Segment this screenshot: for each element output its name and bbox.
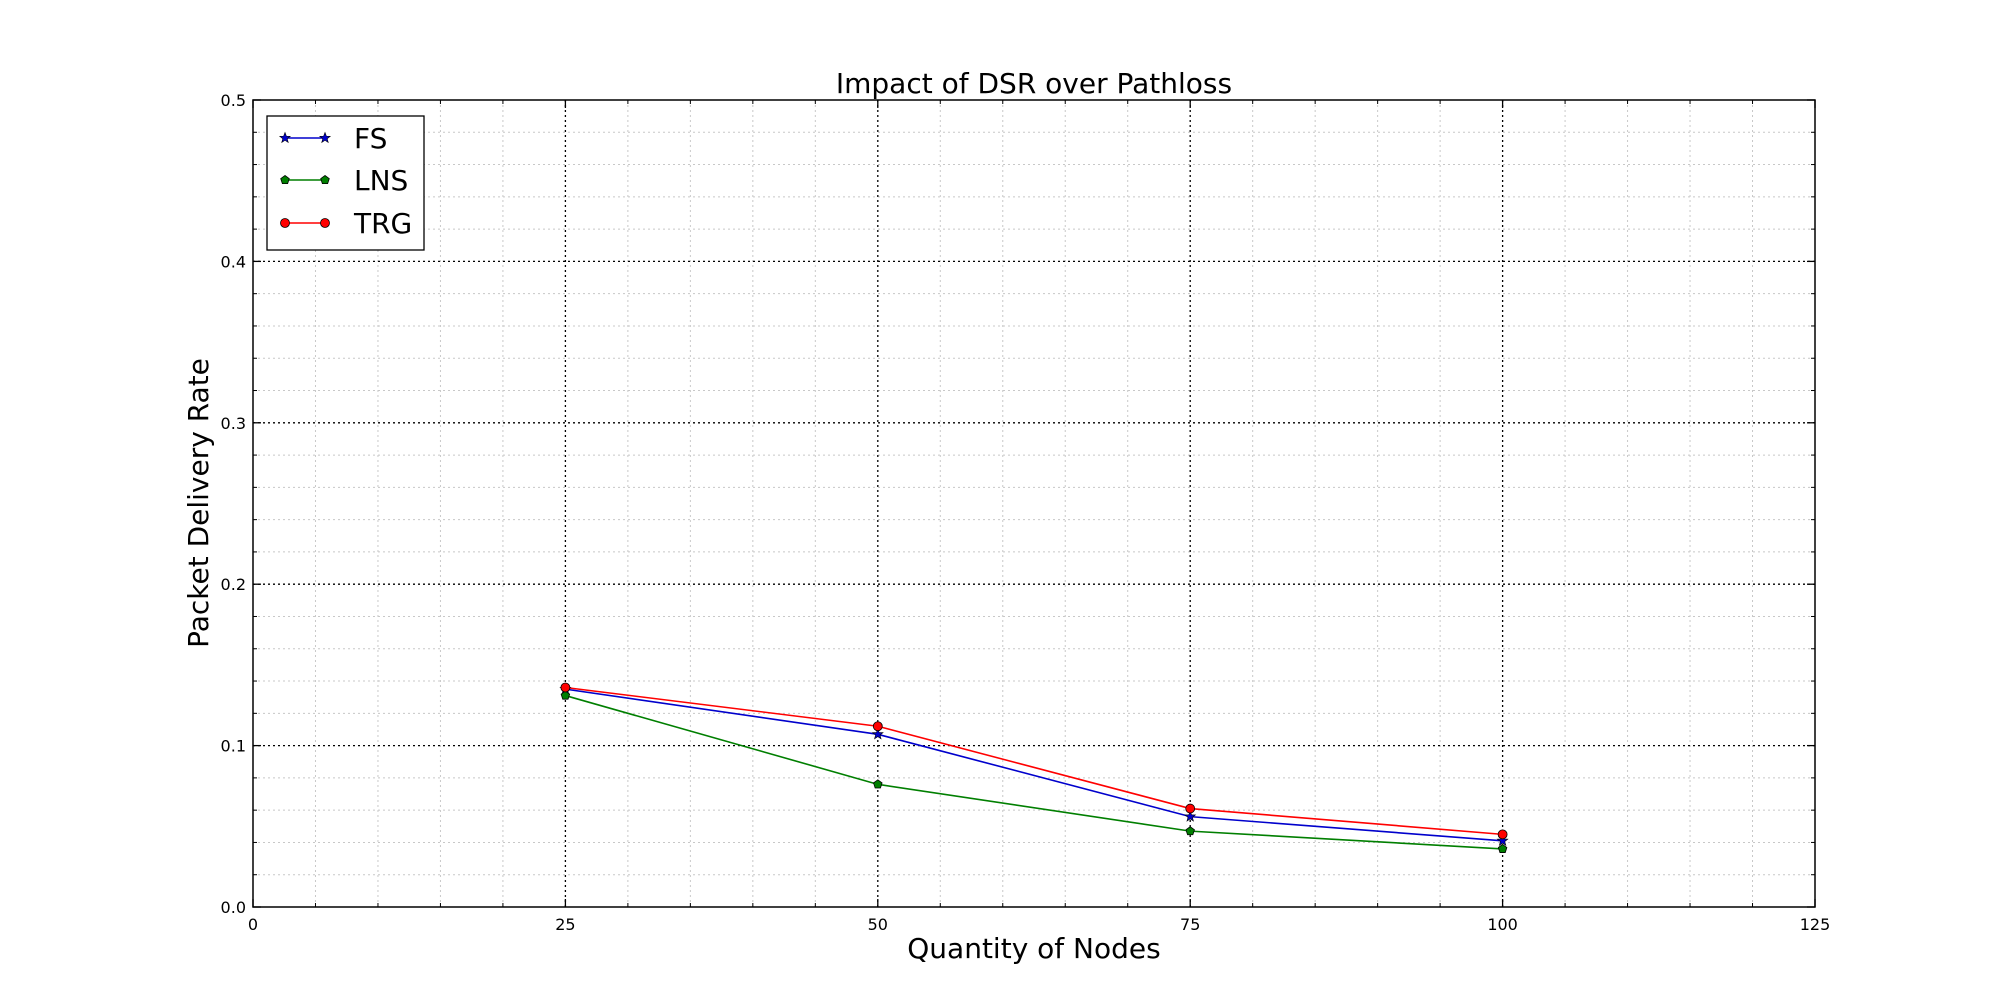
x-tick-label: 25 [555, 915, 575, 934]
x-tick-label: 50 [868, 915, 888, 934]
x-tick-label: 100 [1487, 915, 1518, 934]
x-tick-label: 125 [1800, 915, 1831, 934]
data-point-trg [872, 721, 883, 732]
x-tick-label: 0 [248, 915, 258, 934]
data-point-lns [560, 690, 571, 700]
legend: FS LNS TRG [266, 115, 425, 251]
data-point-trg [1497, 829, 1508, 840]
legend-marker-trg [320, 218, 330, 228]
data-point-trg [560, 682, 571, 693]
legend-label-trg: TRG [353, 207, 412, 240]
chart-title: Impact of DSR over Pathloss [836, 67, 1232, 100]
legend-marker-lns [320, 175, 330, 185]
series-line-lns [565, 694, 1503, 850]
axis-ticks: 0 25 50 75 100 125 0.0 0.1 0.2 0.3 0.4 0.5 [221, 91, 1831, 934]
legend-marker-trg [280, 218, 290, 228]
legend-marker-fs [278, 131, 292, 144]
data-point-lns [873, 779, 883, 789]
legend-entry-trg: TRG [280, 207, 412, 240]
y-tick-label: 0.5 [221, 91, 246, 110]
legend-label-lns: LNS [354, 164, 408, 197]
x-tick-label: 75 [1180, 915, 1200, 934]
data-point-fs [1184, 810, 1197, 822]
data-point-fs [871, 727, 884, 740]
data-point-lns [1185, 826, 1195, 836]
y-tick-label: 0.3 [221, 414, 246, 433]
series-line-fs [565, 688, 1503, 842]
data-point-trg [1185, 803, 1196, 814]
y-tick-label: 0.1 [221, 737, 246, 756]
y-tick-label: 0.0 [221, 898, 246, 917]
y-axis-label: Packet Delivery Rate [182, 358, 215, 648]
legend-label-fs: FS [354, 122, 387, 155]
legend-marker-fs [318, 131, 332, 144]
plot-area [559, 682, 1509, 853]
legend-entry-lns: LNS [280, 164, 408, 197]
legend-marker-lns [280, 175, 290, 185]
x-axis-label: Quantity of Nodes [907, 932, 1160, 965]
data-point-lns [1497, 843, 1508, 853]
series-line-trg [565, 686, 1503, 836]
data-point-fs [1496, 834, 1509, 846]
y-tick-label: 0.4 [221, 252, 246, 271]
y-tick-label: 0.2 [221, 575, 246, 594]
grid [253, 100, 1815, 907]
legend-entry-fs: FS [278, 122, 387, 155]
axes-frame [252, 99, 1816, 908]
